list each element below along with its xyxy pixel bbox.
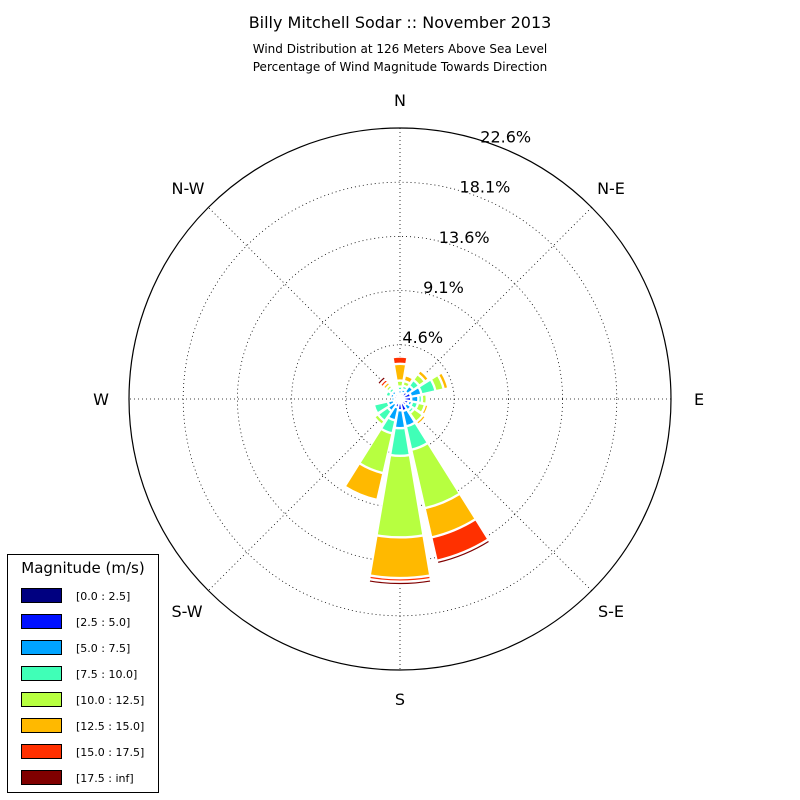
legend-label-8: [17.5 : inf]: [76, 772, 134, 785]
wind-bar-dir-157.5-bin-7: [436, 538, 491, 565]
chart-title: Billy Mitchell Sodar :: November 2013: [249, 13, 552, 32]
wind-bar-dir-45-bin-3: [408, 379, 420, 391]
wind-bar-dir-45-bin-4: [412, 373, 426, 387]
wind-bar-dir-157.5-bin-6: [430, 518, 489, 562]
wind-bar-dir-157.5-bin-4: [410, 442, 461, 509]
radial-tick-label-1: 4.6%: [402, 328, 443, 347]
legend-swatch-8: [21, 770, 62, 785]
wind-bar-dir-315-bin-6: [379, 378, 389, 388]
legend-label-3: [5.0 : 7.5]: [76, 642, 130, 655]
legend-swatch-4: [21, 666, 62, 681]
wind-bar-dir-315-bin-4: [385, 384, 393, 392]
direction-label-s-e: S-E: [598, 602, 624, 621]
wind-bar-dir-337.5-bin-5: [391, 384, 399, 390]
wind-bar-dir-67.5-bin-3: [418, 378, 436, 395]
legend-label-6: [12.5 : 15.0]: [76, 720, 144, 733]
wind-bar-dir-202.5-bin-5: [344, 462, 384, 501]
wind-bar-dir-67.5-bin-5: [437, 371, 449, 390]
wind-bar-dir-180-bin-6: [368, 575, 432, 583]
direction-label-e: E: [694, 390, 704, 409]
legend-swatch-1: [21, 588, 62, 603]
wind-bar-dir-180-bin-5: [369, 534, 431, 579]
direction-label-s-w: S-W: [171, 602, 202, 621]
legend-swatch-3: [21, 640, 62, 655]
wind-bar-dir-337.5-bin-2: [395, 391, 400, 396]
wind-bar-dir-112.5-bin-4: [414, 402, 426, 414]
legend-items: [0.0 : 2.5] [2.5 : 5.0] [5.0 : 7.5] [7.5 : …: [21, 588, 144, 785]
legend-label-7: [15.0 : 17.5]: [76, 746, 144, 759]
wind-bar-dir-67.5-bin-4: [430, 374, 445, 392]
wind-bar-dir-225-bin-3: [377, 406, 393, 422]
wind-bar-dir-0-bin-6: [392, 356, 408, 365]
wind-bar-dir-337.5-bin-3: [393, 388, 400, 394]
legend-title: Magnitude (m/s): [21, 559, 144, 577]
wind-bar-dir-135-bin-4: [409, 408, 424, 423]
wind-bar-dir-0-bin-4: [396, 380, 404, 388]
legend-label-4: [7.5 : 10.0]: [76, 668, 137, 681]
direction-label-n-e: N-E: [597, 179, 625, 198]
wind-bar-dir-247.5-bin-3: [373, 400, 391, 415]
wind-bar-dir-337.5-bin-1: [396, 393, 401, 398]
legend: Magnitude (m/s) [0.0 : 2.5] [2.5 : 5.0] [5…: [7, 554, 159, 793]
wind-bar-dir-112.5-bin-5: [421, 403, 429, 416]
wind-bar-dir-22.5-bin-5: [403, 374, 414, 385]
wind-bar-dir-90-bin-3: [417, 394, 423, 404]
outer-ring: [128, 127, 672, 671]
legend-swatch-6: [21, 718, 62, 733]
wind-bar-dir-135-bin-3: [407, 406, 415, 414]
legend-swatch-5: [21, 692, 62, 707]
legend-swatch-7: [21, 744, 62, 759]
wind-bar-dir-337.5-bin-4: [392, 386, 399, 392]
radial-tick-label-4: 18.1%: [460, 178, 511, 197]
legend-label-2: [2.5 : 5.0]: [76, 616, 130, 629]
wind-bar-dir-22.5-bin-4: [402, 380, 411, 389]
direction-label-n-w: N-W: [172, 179, 205, 198]
wind-bar-dir-0-bin-5: [393, 363, 407, 382]
radial-tick-labels: 4.6% 9.1% 13.6% 18.1% 22.6%: [402, 128, 531, 347]
wind-bar-dir-45-bin-5: [416, 369, 430, 383]
wind-bar-dir-157.5-bin-5: [424, 493, 477, 538]
direction-label-n: N: [394, 91, 406, 110]
chart-subtitle-line-1: Wind Distribution at 126 Meters Above Se…: [253, 42, 548, 56]
wind-bar-dir-225-bin-4: [373, 413, 386, 426]
wind-bar-dir-337.5-bin-0: [397, 395, 401, 400]
legend-label-1: [0.0 : 2.5]: [76, 590, 130, 603]
wind-bar-dir-90-bin-4: [421, 393, 428, 405]
wind-bar-dir-180-bin-4: [376, 454, 424, 538]
wind-bar-dir-202.5-bin-4: [358, 428, 393, 474]
radial-tick-label-3: 13.6%: [439, 228, 490, 247]
direction-label-s: S: [395, 690, 405, 709]
radial-tick-label-5: 22.6%: [480, 128, 531, 147]
chart-subtitle-line-2: Percentage of Wind Magnitude Towards Dir…: [253, 60, 547, 74]
wind-bars: [344, 356, 491, 586]
wind-bar-dir-180-bin-7: [368, 578, 432, 586]
wind-bar-dir-0-bin-3: [397, 386, 403, 391]
grid-ring-2: [291, 290, 509, 508]
wind-bar-dir-180-bin-3: [389, 427, 411, 457]
polar-grid: [128, 127, 672, 671]
wind-bar-dir-315-bin-7: [376, 375, 387, 386]
direction-labels: N N-E E S-E S S-W W N-W: [93, 91, 704, 709]
legend-label-5: [10.0 : 12.5]: [76, 694, 144, 707]
wind-bar-dir-135-bin-5: [415, 414, 427, 426]
direction-label-w: W: [93, 390, 109, 409]
grid-ring-4: [182, 181, 618, 617]
wind-bar-dir-157.5-bin-3: [405, 422, 429, 451]
wind-bar-dir-315-bin-5: [382, 381, 391, 390]
legend-swatch-2: [21, 614, 62, 629]
radial-tick-label-2: 9.1%: [423, 278, 464, 297]
wind-bar-dir-202.5-bin-3: [380, 417, 396, 434]
